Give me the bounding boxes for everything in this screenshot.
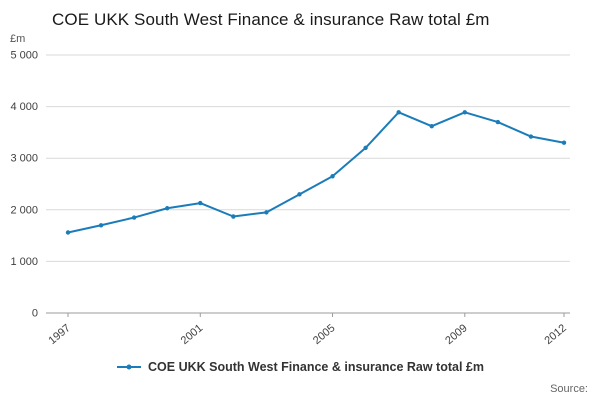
data-point-marker: [297, 192, 302, 197]
x-tick-label: 1997: [46, 322, 72, 347]
data-point-marker: [131, 215, 137, 220]
data-series-line: [67, 111, 565, 234]
data-point-marker: [561, 140, 567, 145]
chart-legend: COE UKK South West Finance & insurance R…: [0, 360, 600, 374]
x-tick-label: 2005: [311, 322, 337, 347]
data-point-marker: [330, 174, 335, 179]
legend-series-label: COE UKK South West Finance & insurance R…: [148, 360, 484, 374]
data-point-marker: [528, 134, 534, 139]
y-tick-label: 4 000: [10, 101, 38, 113]
legend-line-icon: [117, 364, 142, 370]
source-label: Source:: [550, 383, 588, 395]
data-point-marker: [198, 200, 203, 206]
data-point-marker: [264, 210, 269, 215]
x-tick-label: 2009: [443, 322, 469, 347]
data-point-marker: [363, 145, 368, 151]
data-point-marker: [231, 214, 236, 219]
data-point-marker: [396, 110, 401, 115]
data-point-marker: [429, 124, 434, 129]
chart-title: COE UKK South West Finance & insurance R…: [52, 10, 490, 29]
y-axis-unit-label: £m: [10, 33, 26, 45]
data-point-marker: [462, 110, 467, 115]
y-tick-label: 2 000: [10, 204, 38, 216]
y-tick-label: 3 000: [10, 153, 38, 165]
data-point-marker: [65, 230, 71, 235]
y-tick-label: 0: [32, 308, 38, 320]
y-tick-label: 1 000: [10, 256, 38, 268]
x-tick-label: 2012: [542, 322, 568, 347]
data-point-marker: [98, 223, 104, 228]
line-chart: 0 1 000 2 000 3 000 4 000 5 000 1997 2001 2005 20…: [10, 50, 570, 347]
x-tick-label: 2001: [179, 322, 205, 347]
data-point-marker: [495, 119, 501, 125]
data-point-marker: [165, 206, 170, 211]
y-tick-label: 5 000: [10, 50, 38, 62]
